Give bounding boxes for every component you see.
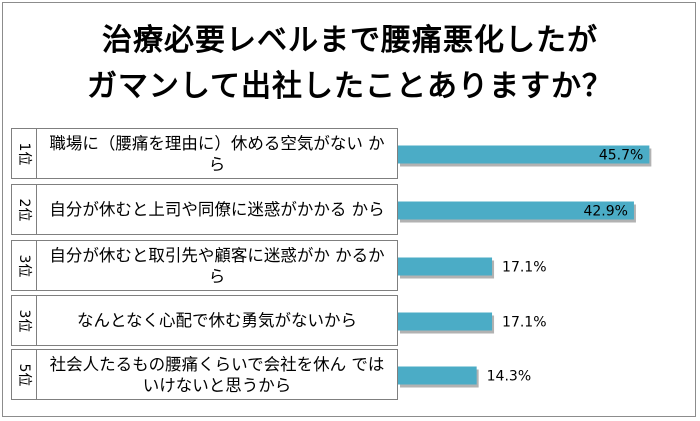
chart-title-line-1: 治療必要レベルまで腰痛悪化したが (102, 23, 598, 58)
rank-box: 5位 (11, 349, 36, 400)
bar (398, 145, 650, 164)
rank-box: 1位 (11, 128, 36, 179)
category-label: 職場に（腰痛を理由に）休める空気がない から (49, 133, 385, 174)
category-box: 社会人たるもの腰痛くらいで会社を休ん ではいけないと思うから (36, 349, 398, 400)
bar-value-label: 17.1% (502, 315, 546, 331)
category-label: なんとなく心配で休む勇気がないから (76, 311, 357, 330)
category-box: 自分が休むと取引先や顧客に迷惑がか かるから (36, 240, 398, 291)
bar-value-label: 14.3% (487, 369, 531, 385)
rank-box: 2位 (11, 184, 36, 235)
bar (398, 257, 493, 276)
rank-box: 3位 (11, 240, 36, 291)
rank-box: 3位 (11, 295, 36, 346)
category-box: なんとなく心配で休む勇気がないから (36, 295, 398, 346)
bar-value-label: 45.7% (599, 148, 643, 164)
category-label: 社会人たるもの腰痛くらいで会社を休ん ではいけないと思うから (49, 354, 385, 395)
chart-title-line-2: ガマンして出社したことありますか？ (86, 69, 614, 104)
bar (398, 366, 477, 385)
category-box: 職場に（腰痛を理由に）休める空気がない から (36, 128, 398, 179)
bar (398, 312, 493, 331)
bar-value-label: 17.1% (502, 260, 546, 276)
bar-value-label: 42.9% (583, 204, 627, 220)
category-label: 自分が休むと取引先や顧客に迷惑がか かるから (49, 245, 385, 286)
category-box: 自分が休むと上司や同僚に迷惑がかかる から (36, 184, 398, 235)
bar (398, 201, 634, 220)
category-label: 自分が休むと上司や同僚に迷惑がかかる から (49, 200, 385, 219)
